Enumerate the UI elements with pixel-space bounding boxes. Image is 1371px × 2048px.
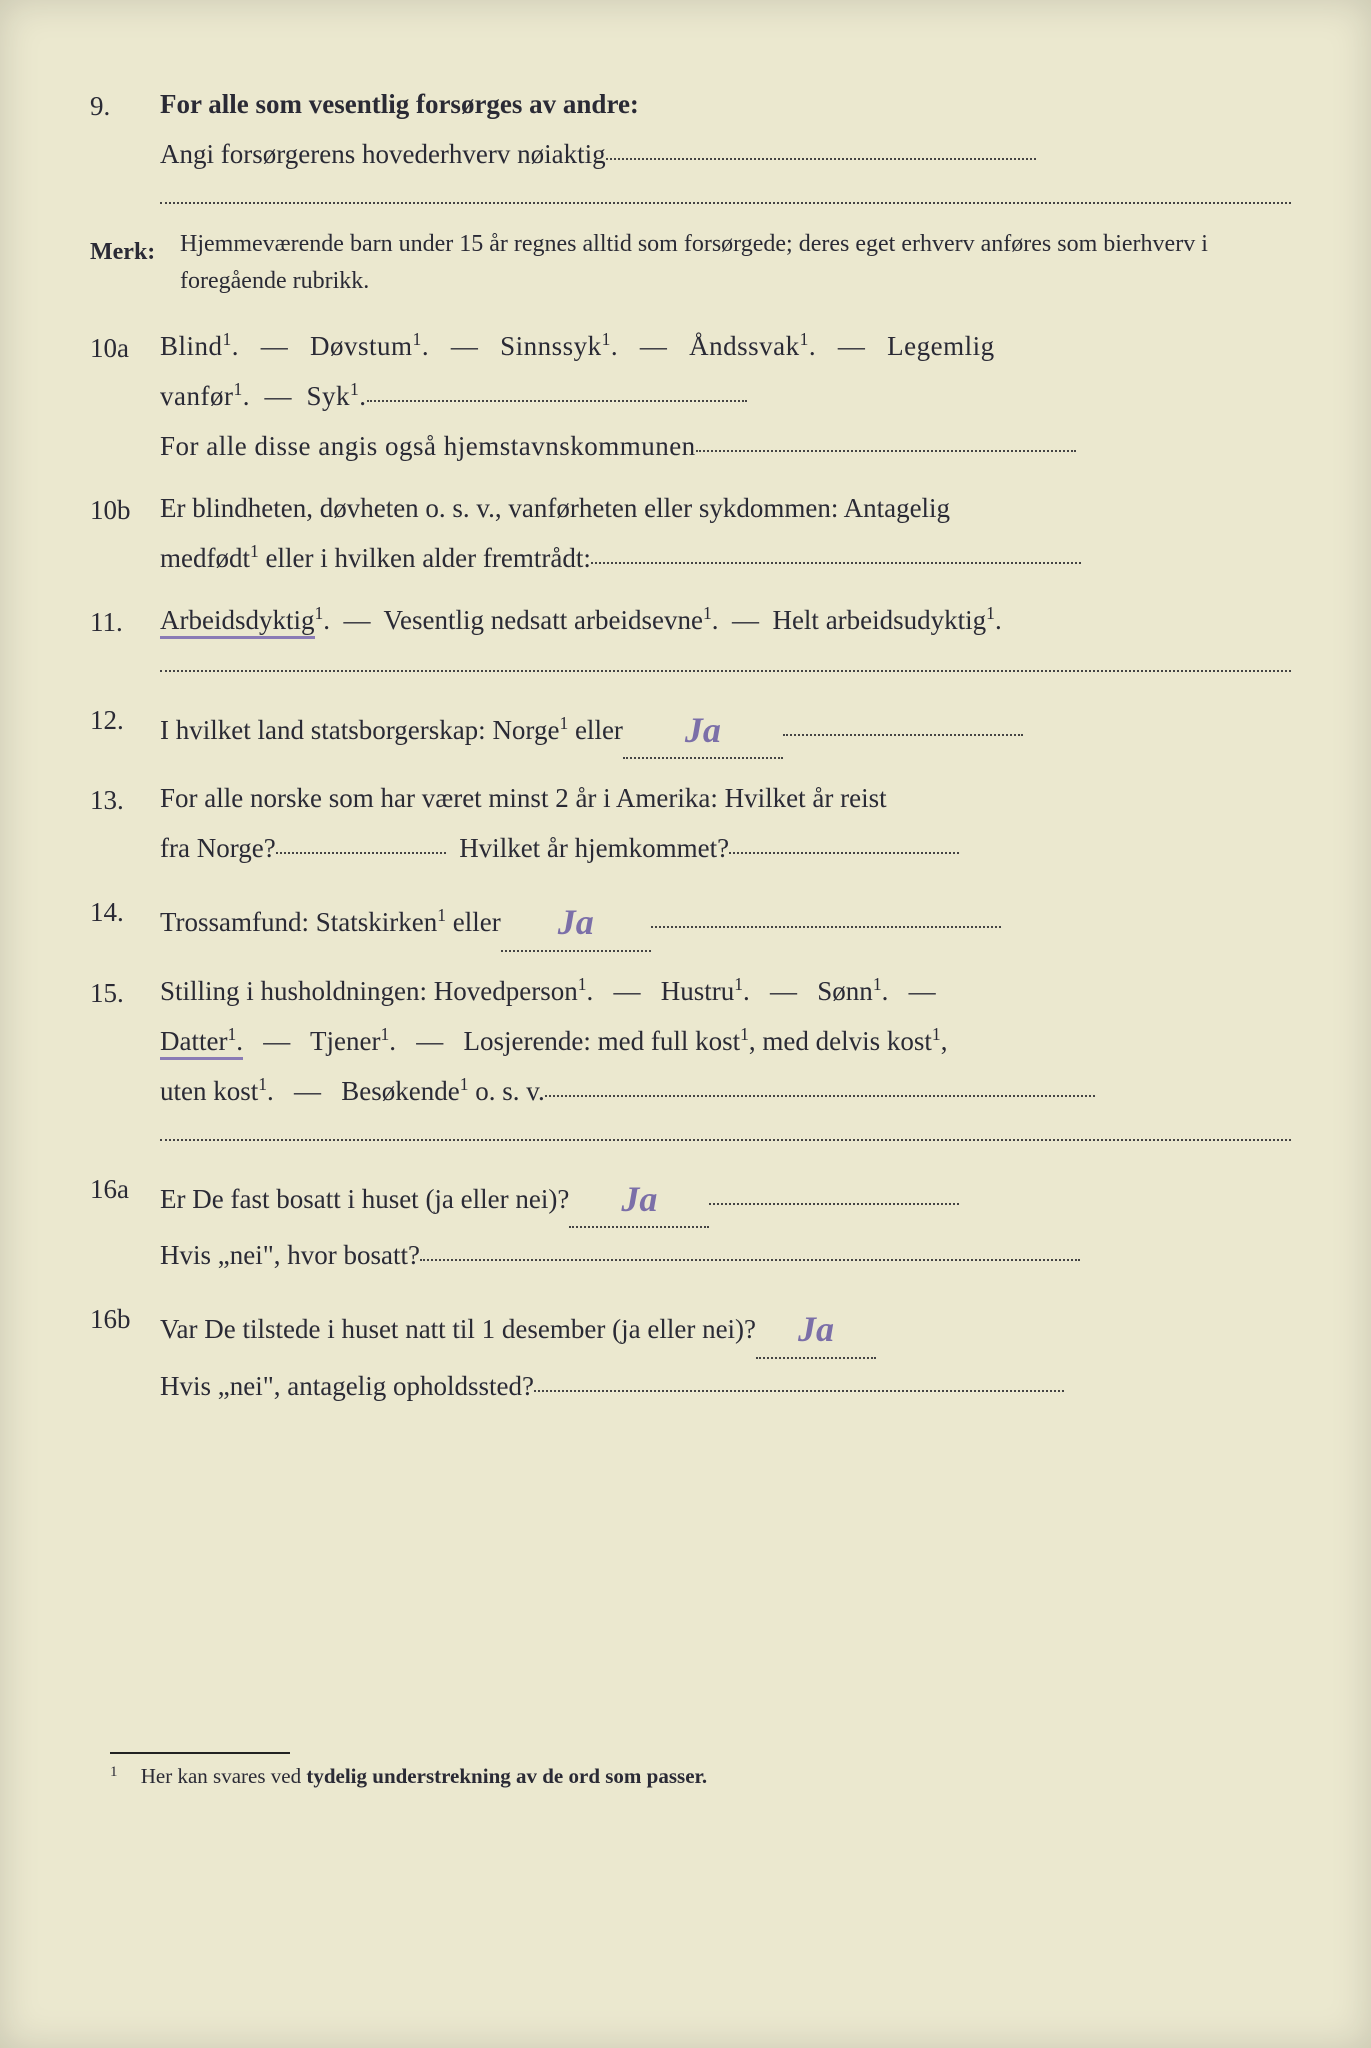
q9-number: 9.	[90, 80, 160, 132]
q16b-line2: Hvis „nei", antagelig opholdssted?	[160, 1371, 534, 1401]
q10a-opt1: Blind1.	[160, 331, 239, 361]
fill-line	[696, 450, 1076, 452]
footnote-text-b: tydelig understrekning av de ord som pas…	[306, 1764, 707, 1788]
q12-number: 12.	[90, 694, 160, 746]
merk-text: Hjemmeværende barn under 15 år regnes al…	[180, 226, 1291, 300]
fill-line	[783, 734, 1023, 736]
q16b-answer: Ja	[798, 1309, 834, 1349]
q10a-opt5: Legemlig	[887, 331, 994, 361]
q10a-opt2: Døvstum1.	[310, 331, 429, 361]
fill-line	[367, 400, 747, 402]
q16a-number: 16a	[90, 1163, 160, 1215]
question-16b: 16b Var De tilstede i huset natt til 1 d…	[90, 1293, 1291, 1412]
fill-line	[709, 1203, 959, 1205]
q11-opt2: Vesentlig nedsatt arbeidsevne1.	[384, 605, 719, 635]
q12-or: eller	[568, 715, 623, 745]
q10a-line3: For alle disse angis også hjemstavnskomm…	[160, 431, 696, 461]
fill-line	[420, 1259, 1080, 1261]
fill-line	[729, 852, 959, 854]
q10a-opt4: Åndssvak1.	[689, 331, 816, 361]
q14-answer: Ja	[558, 902, 594, 942]
q12-answer-line: Ja	[623, 691, 783, 760]
q16b-answer-line: Ja	[756, 1290, 876, 1359]
q12-text: I hvilket land statsborgerskap: Norge1	[160, 715, 568, 745]
merk-note: Merk: Hjemmeværende barn under 15 år reg…	[90, 226, 1291, 300]
question-16a: 16a Er De fast bosatt i huset (ja eller …	[90, 1163, 1291, 1282]
q12-answer: Ja	[685, 710, 721, 750]
q11-opt3: Helt arbeidsudyktig1.	[772, 605, 1001, 635]
q9-line1: For alle som vesentlig forsørges av andr…	[160, 89, 639, 119]
q16b-number: 16b	[90, 1293, 160, 1345]
q13-line1: For alle norske som har været minst 2 år…	[160, 774, 1291, 824]
q15-tail: o. s. v.	[469, 1076, 545, 1106]
divider	[160, 202, 1291, 204]
q16a-line2: Hvis „nei", hvor bosatt?	[160, 1240, 420, 1270]
merk-label: Merk:	[90, 226, 180, 274]
q16a-answer: Ja	[621, 1179, 657, 1219]
q13-line2b: Hvilket år hjemkommet?	[459, 833, 729, 863]
question-10b: 10b Er blindheten, døvheten o. s. v., va…	[90, 484, 1291, 584]
q10b-line2b: eller i hvilken alder fremtrådt:	[259, 543, 591, 573]
q10a-opt3: Sinnssyk1.	[500, 331, 618, 361]
q16a-answer-line: Ja	[569, 1160, 709, 1229]
q15-lead: Stilling i husholdningen:	[160, 976, 434, 1006]
fill-line	[545, 1095, 1095, 1097]
fill-line	[276, 852, 446, 854]
q9-fill-line	[606, 158, 1036, 160]
q9-line2: Angi forsørgerens hovederhverv nøiaktig	[160, 139, 606, 169]
question-11: 11. Arbeidsdyktig1. — Vesentlig nedsatt …	[90, 596, 1291, 648]
footnote-number: 1	[110, 1764, 118, 1780]
question-14: 14. Trossamfund: Statskirken1 eller Ja	[90, 886, 1291, 955]
question-12: 12. I hvilket land statsborgerskap: Norg…	[90, 694, 1291, 763]
q15-opt4-selected: Datter1.	[160, 1026, 243, 1060]
q10a-line2a: vanfør1.	[160, 381, 250, 411]
fill-line	[651, 926, 1001, 928]
fill-line	[534, 1390, 1064, 1392]
q15-number: 15.	[90, 967, 160, 1019]
footnote: 1 Her kan svares ved tydelig understrekn…	[110, 1764, 1291, 1789]
q10b-line1: Er blindheten, døvheten o. s. v., vanfør…	[160, 484, 1291, 534]
q14-answer-line: Ja	[501, 883, 651, 952]
q14-text: Trossamfund: Statskirken1	[160, 907, 446, 937]
q15-opt7: uten kost1.	[160, 1076, 274, 1106]
q14-number: 14.	[90, 886, 160, 938]
q15-opt6a: Losjerende: med full kost1	[463, 1026, 748, 1056]
q10a-line2b: Syk1.	[306, 381, 366, 411]
question-9: 9. For alle som vesentlig forsørges av a…	[90, 80, 1291, 180]
footnote-rule	[110, 1752, 290, 1754]
fill-line	[591, 562, 1081, 564]
q10b-line2a: medfødt1	[160, 543, 259, 573]
q15-opt2: Hustru1.	[661, 976, 750, 1006]
divider	[160, 1139, 1291, 1141]
q10a-number: 10a	[90, 322, 160, 374]
q15-opt5: Tjener1.	[310, 1026, 396, 1056]
q15-opt1: Hovedperson1.	[434, 976, 593, 1006]
q10b-number: 10b	[90, 484, 160, 536]
q15-opt3: Sønn1.	[817, 976, 888, 1006]
q11-number: 11.	[90, 596, 160, 648]
q13-number: 13.	[90, 774, 160, 826]
question-13: 13. For alle norske som har været minst …	[90, 774, 1291, 874]
q16b-line1: Var De tilstede i huset natt til 1 desem…	[160, 1314, 756, 1344]
divider	[160, 670, 1291, 672]
footnote-text-a: Her kan svares ved	[141, 1764, 307, 1788]
q14-or: eller	[446, 907, 501, 937]
q15-opt8: Besøkende1	[341, 1076, 468, 1106]
census-form-page: 9. For alle som vesentlig forsørges av a…	[0, 0, 1371, 2048]
q11-opt1-selected: Arbeidsdyktig	[160, 605, 315, 639]
question-10a: 10a Blind1. — Døvstum1. — Sinnssyk1. — Å…	[90, 322, 1291, 472]
q13-line2a: fra Norge?	[160, 833, 276, 863]
q16a-line1: Er De fast bosatt i huset (ja eller nei)…	[160, 1184, 569, 1214]
question-15: 15. Stilling i husholdningen: Hovedperso…	[90, 967, 1291, 1117]
q15-opt6b: , med delvis kost1,	[749, 1026, 948, 1056]
